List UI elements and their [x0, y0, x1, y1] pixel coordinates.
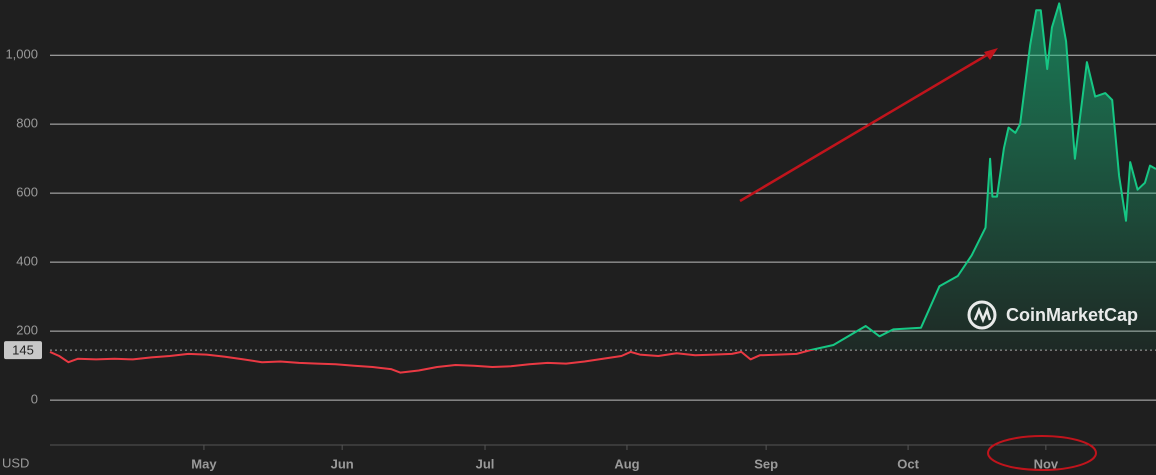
x-tick-label: Sep	[754, 456, 778, 471]
y-tick-label: 600	[16, 185, 38, 200]
x-tick-label: May	[191, 456, 217, 471]
baseline-label-box	[4, 341, 42, 360]
annotation-arrow	[739, 50, 993, 203]
x-tick-label: Jul	[476, 456, 495, 471]
watermark: CoinMarketCap	[967, 300, 1138, 330]
y-tick-label: 400	[16, 254, 38, 269]
arrow-head	[984, 48, 998, 60]
x-tick-label: Aug	[614, 456, 639, 471]
watermark-text: CoinMarketCap	[1006, 305, 1138, 325]
baseline-label: 145	[12, 343, 34, 358]
currency-label: USD	[2, 455, 29, 470]
x-tick-label: Jun	[331, 456, 354, 471]
y-tick-label: 1,000	[5, 47, 38, 62]
x-tick-label: Oct	[897, 456, 919, 471]
x-tick-label: Nov	[1034, 456, 1059, 471]
y-tick-label: 0	[31, 392, 38, 407]
y-tick-label: 200	[16, 323, 38, 338]
y-tick-label: 800	[16, 116, 38, 131]
plot: 0 200 400 600 800 1,000 May Jun Jul Aug Sep Oct Nov 1…	[4, 2, 1156, 471]
annotation-ellipse	[987, 435, 1097, 471]
price-line	[49, 2, 1156, 374]
